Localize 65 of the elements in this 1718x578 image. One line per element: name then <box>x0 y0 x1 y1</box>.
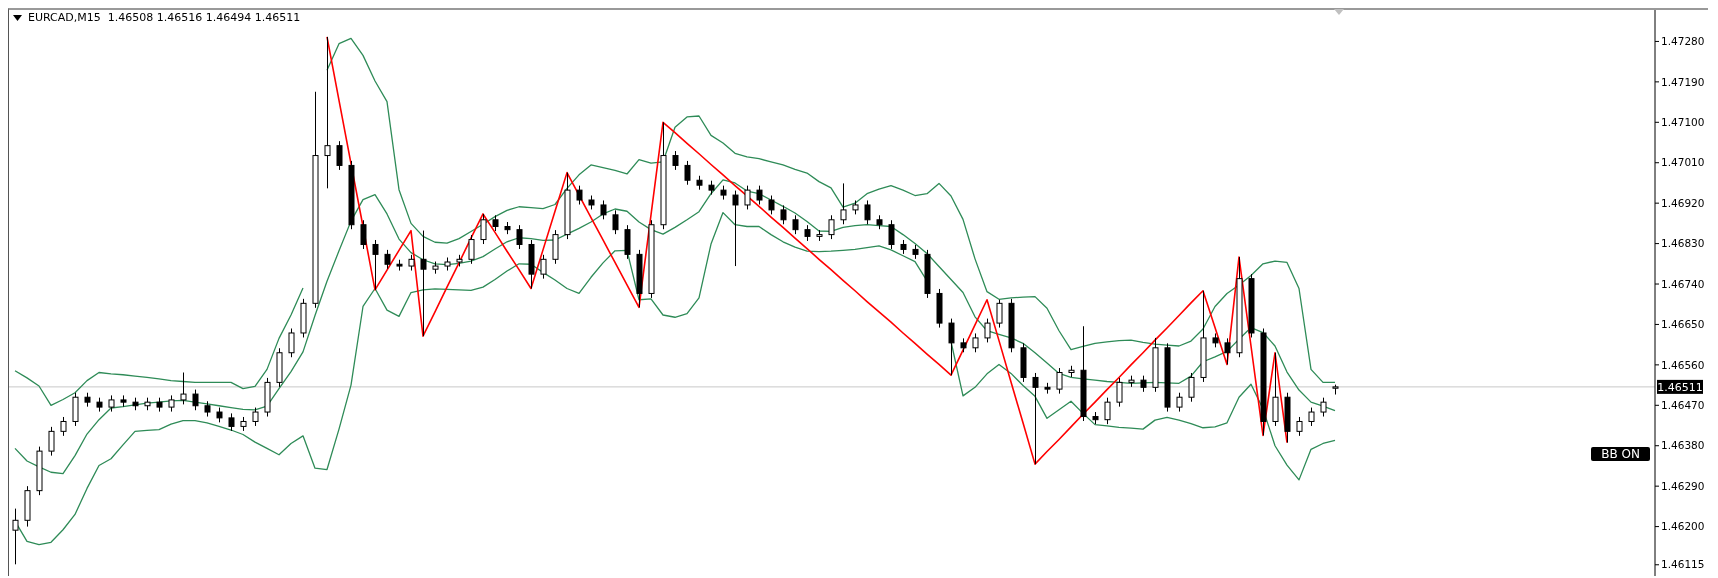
candlestick <box>480 213 487 245</box>
candlestick <box>744 185 751 210</box>
candlestick <box>180 372 187 405</box>
candlestick <box>48 426 55 457</box>
candlestick <box>1176 392 1183 413</box>
y-tick-label: 1.46560 <box>1661 358 1705 371</box>
candlestick <box>948 318 955 376</box>
candlestick <box>360 219 367 250</box>
y-tick-label: 1.46650 <box>1661 318 1705 331</box>
candlestick <box>792 214 799 235</box>
line-series <box>326 36 1288 465</box>
candlestick <box>1116 377 1123 408</box>
candlestick <box>384 249 391 270</box>
candlestick <box>1104 397 1111 425</box>
candlestick <box>12 508 19 565</box>
candlestick <box>372 239 379 291</box>
candlestick <box>468 234 475 265</box>
candlestick <box>672 150 679 171</box>
candlestick <box>1056 367 1063 395</box>
y-tick-label: 1.47190 <box>1661 75 1705 88</box>
y-tick-label: 1.47100 <box>1661 116 1705 129</box>
candlestick <box>972 332 979 353</box>
candlestick <box>420 230 427 337</box>
chart-title: EURCAD,M15 1.46508 1.46516 1.46494 1.46511 <box>28 11 301 24</box>
candlestick <box>324 36 331 189</box>
candlestick <box>252 407 259 427</box>
y-tick-label: 1.46290 <box>1661 479 1705 492</box>
y-tick-label: 1.47280 <box>1661 35 1705 48</box>
candlestick <box>612 209 619 235</box>
candlestick <box>192 389 199 411</box>
candlestick <box>576 185 583 206</box>
candlestick <box>288 327 295 358</box>
candlestick <box>768 195 775 215</box>
candlestick <box>1224 337 1231 365</box>
y-tick-label: 1.47010 <box>1661 156 1705 169</box>
candlestick <box>60 416 67 437</box>
candlestick <box>516 224 523 250</box>
text: BB ON <box>1591 447 1650 461</box>
y-tick-label: 1.46470 <box>1661 399 1705 412</box>
y-tick-label: 1.46380 <box>1661 439 1705 452</box>
candlestick <box>1032 372 1039 465</box>
candlestick <box>540 254 547 280</box>
candlestick <box>1296 416 1303 437</box>
candlestick <box>1188 372 1195 403</box>
y-tick-label: 1.46115 <box>1661 558 1705 571</box>
ref-line-label: 1.46511 <box>1657 380 1703 394</box>
candlestick <box>1308 407 1315 427</box>
candlestick <box>756 185 763 206</box>
candlestick <box>864 199 871 225</box>
y-tick-label: 1.46200 <box>1661 520 1705 533</box>
candlestick <box>828 214 835 240</box>
candlestick <box>600 199 607 220</box>
y-tick-label: 1.46740 <box>1661 277 1705 290</box>
candlestick <box>732 190 739 267</box>
candlestick <box>996 299 1003 329</box>
line-series <box>14 179 1336 475</box>
y-tick-label: 1.46830 <box>1661 237 1705 250</box>
candlestick <box>840 182 847 225</box>
candlestick <box>984 318 991 343</box>
candlestick <box>780 204 787 225</box>
y-tick-label: 1.46920 <box>1661 196 1705 209</box>
candlestick <box>1320 397 1327 418</box>
candlestick <box>336 140 343 171</box>
candlestick <box>888 219 895 250</box>
candlestick <box>684 160 691 186</box>
